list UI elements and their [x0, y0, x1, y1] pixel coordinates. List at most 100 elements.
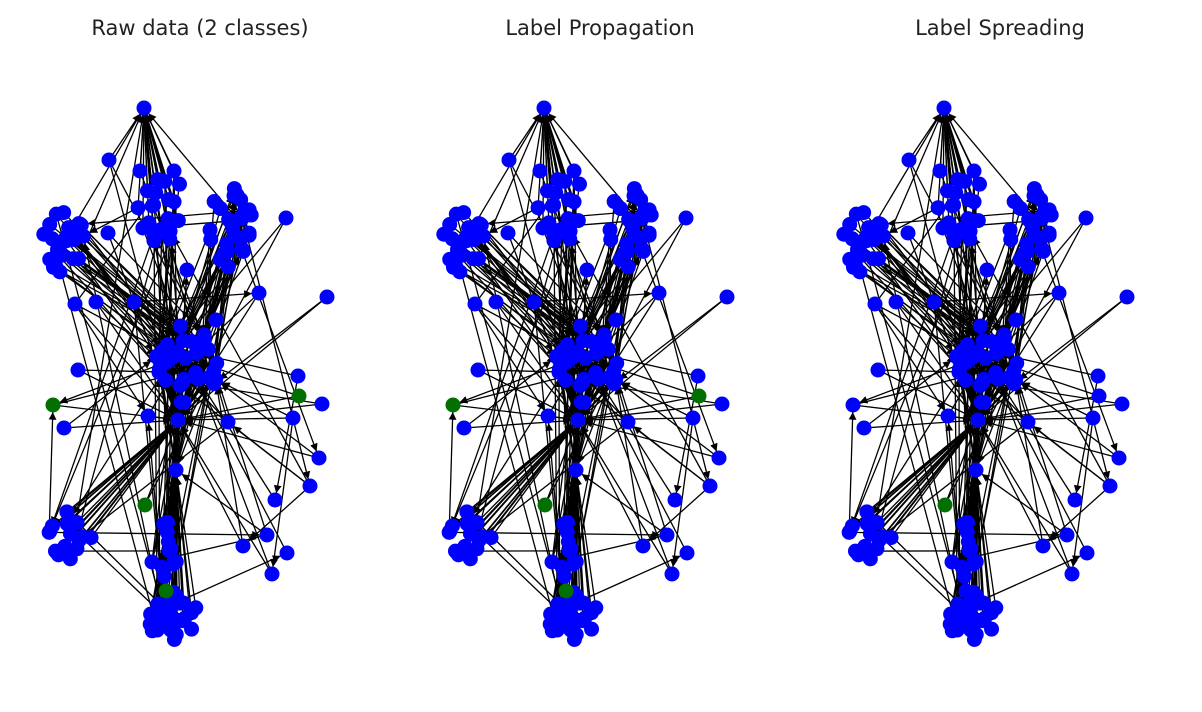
graph-edge — [939, 114, 947, 172]
graph-node — [500, 225, 516, 241]
graph-node — [651, 285, 667, 301]
graph-edge — [963, 426, 980, 525]
graph-node — [546, 233, 562, 249]
graph-node — [988, 600, 1004, 616]
graph-node — [1034, 210, 1050, 226]
graph-node — [532, 163, 548, 179]
graph-edge — [270, 417, 294, 568]
graph-node — [871, 532, 887, 548]
graph-edge — [670, 417, 694, 568]
graph-node — [445, 259, 461, 275]
graph-node — [526, 294, 542, 310]
graph-edge — [1020, 383, 1120, 459]
graph-edge — [459, 360, 569, 404]
graph-node — [1025, 220, 1041, 236]
graph-node-labeled — [445, 397, 461, 413]
graph-node — [67, 296, 83, 312]
graph-edge — [221, 381, 294, 419]
graph-node — [634, 210, 650, 226]
graph-edge — [859, 360, 969, 404]
graph-edge — [946, 114, 975, 172]
graph-node — [188, 600, 204, 616]
graph-node — [203, 232, 219, 248]
graph-node — [166, 163, 182, 179]
graph-edge — [584, 395, 700, 421]
graph-edge — [199, 385, 273, 575]
graph-node — [550, 596, 566, 612]
graph-node — [189, 345, 205, 361]
graph-node — [1085, 410, 1101, 426]
graph-node — [456, 420, 472, 436]
graph-edge — [533, 290, 653, 303]
graph-edge — [63, 421, 229, 552]
graph-edge — [874, 303, 966, 354]
graph-edge — [108, 113, 141, 161]
graph-edge — [944, 114, 966, 182]
graph-node — [62, 551, 78, 567]
graph-node — [667, 492, 683, 508]
graph-node — [172, 176, 188, 192]
graph-node — [608, 371, 624, 387]
graph-node — [220, 414, 236, 430]
graph-edge — [551, 258, 628, 563]
panel-raw-data: Raw data (2 classes) — [0, 0, 400, 712]
graph-edge — [163, 426, 180, 525]
graph-node — [148, 185, 164, 201]
graph-node — [1119, 289, 1135, 305]
network-graph — [36, 100, 335, 647]
graph-node — [226, 188, 242, 204]
graph-edge — [874, 303, 945, 411]
graph-edge — [478, 424, 575, 541]
graph-edge — [95, 301, 155, 356]
graph-edge — [908, 113, 941, 161]
graph-node — [966, 631, 982, 647]
graph-node — [957, 173, 973, 189]
graph-node — [65, 251, 81, 267]
graph-node — [856, 420, 872, 436]
graph-edge — [153, 234, 162, 621]
graph-node — [946, 197, 962, 213]
graph-node — [540, 408, 556, 424]
graph-edge — [495, 301, 555, 356]
graph-node — [963, 541, 979, 557]
graph-edge — [851, 220, 979, 526]
graph-node — [88, 294, 104, 310]
graph-edge — [875, 236, 968, 346]
graph-node — [151, 361, 167, 377]
graph-edge — [942, 114, 959, 180]
graph-node — [870, 362, 886, 378]
graph-edge — [563, 426, 580, 525]
graph-edge — [572, 237, 711, 487]
graph-edge — [144, 114, 166, 182]
graph-edge — [539, 114, 547, 172]
graph-node — [311, 450, 327, 466]
graph-edge — [469, 114, 546, 559]
graph-node — [1003, 232, 1019, 248]
graph-node — [200, 341, 216, 357]
graph-node — [603, 232, 619, 248]
graph-node — [536, 100, 552, 116]
graph-node — [932, 163, 948, 179]
graph-edge — [630, 220, 718, 452]
graph-node — [570, 412, 586, 428]
graph-node — [659, 527, 675, 543]
graph-node — [471, 532, 487, 548]
graph-edge — [48, 411, 57, 533]
graph-node-labeled — [45, 397, 61, 413]
graph-node — [888, 294, 904, 310]
graph-node — [59, 504, 75, 520]
graph-edge — [452, 363, 611, 406]
graph-node — [1090, 368, 1106, 384]
graph-node — [685, 410, 701, 426]
graph-node — [469, 515, 485, 531]
graph-node — [851, 547, 867, 563]
graph-node — [42, 216, 58, 232]
graph-node — [1026, 188, 1042, 204]
graph-node — [136, 100, 152, 116]
graph-edge — [1001, 384, 1076, 501]
graph-node — [626, 188, 642, 204]
graph-node — [948, 185, 964, 201]
graph-edge — [848, 411, 857, 533]
graph-edge — [474, 303, 566, 354]
graph-node — [965, 349, 981, 365]
